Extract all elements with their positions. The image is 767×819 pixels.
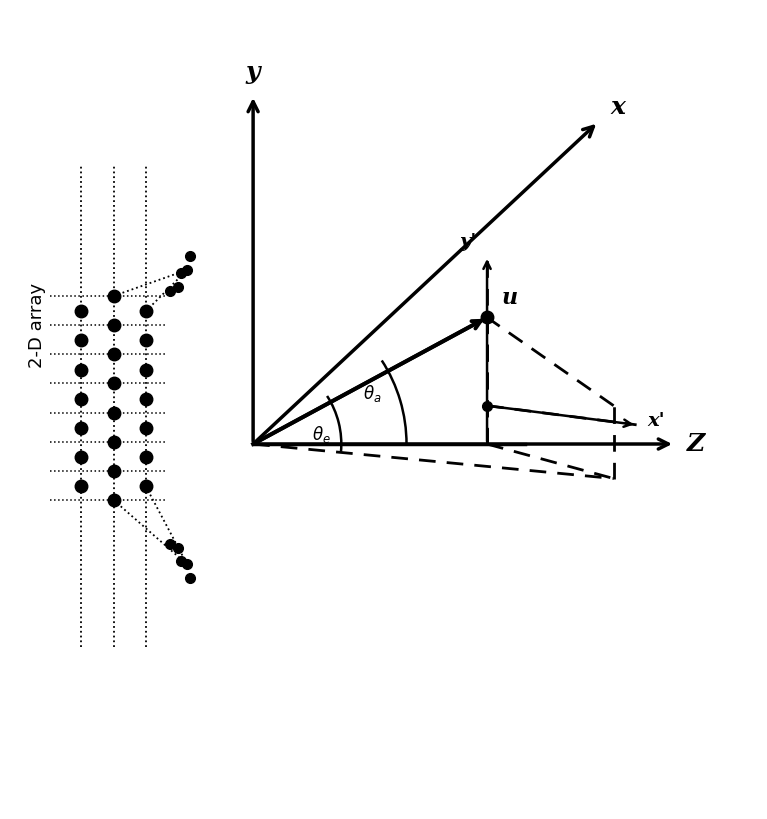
Text: Z: Z — [686, 432, 705, 456]
Text: x': x' — [647, 412, 664, 430]
Text: $\theta_e$: $\theta_e$ — [312, 424, 331, 445]
Text: y: y — [246, 60, 260, 84]
Text: u: u — [502, 287, 518, 310]
Text: 2-D array: 2-D array — [28, 283, 46, 368]
Text: x: x — [610, 94, 625, 119]
Text: y': y' — [459, 233, 476, 251]
Text: $\theta_a$: $\theta_a$ — [364, 382, 382, 404]
